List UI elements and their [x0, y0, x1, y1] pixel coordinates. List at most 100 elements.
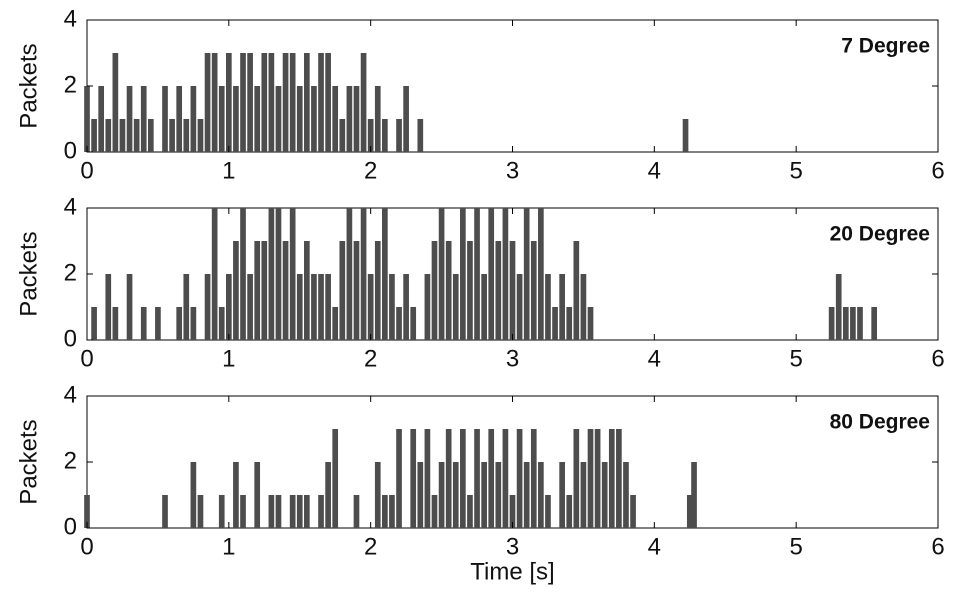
bar — [304, 241, 310, 340]
bar — [410, 429, 417, 528]
bar — [240, 208, 246, 340]
bar — [523, 462, 530, 528]
bar — [559, 274, 565, 340]
annotation: 7 Degree — [841, 35, 930, 58]
bar — [545, 495, 551, 528]
bar — [481, 274, 487, 340]
bar — [218, 495, 225, 528]
bar — [460, 208, 466, 340]
bar — [842, 307, 849, 340]
bar — [162, 495, 168, 528]
y-tick-label: 0 — [64, 513, 77, 540]
x-tick-label: 0 — [80, 345, 93, 372]
bar — [509, 495, 516, 528]
bar — [360, 53, 367, 152]
bar — [296, 495, 303, 528]
x-tick-label: 4 — [648, 533, 661, 560]
bar — [183, 119, 190, 152]
bar — [474, 429, 480, 528]
x-tick-label: 0 — [80, 157, 93, 184]
bar — [325, 462, 331, 528]
bar — [495, 462, 502, 528]
bar — [360, 208, 367, 340]
x-tick-label: 0 — [80, 533, 93, 560]
y-tick-label: 2 — [64, 71, 77, 98]
x-tick-label: 3 — [506, 533, 519, 560]
x-tick-label: 2 — [364, 345, 377, 372]
x-tick-label: 6 — [931, 533, 944, 560]
bar — [367, 274, 374, 340]
x-axis-label: Time [s] — [470, 558, 554, 585]
bar — [268, 53, 275, 152]
bar — [467, 241, 473, 340]
y-tick-label: 0 — [64, 137, 77, 164]
x-tick-label: 1 — [222, 345, 235, 372]
bar — [566, 307, 573, 340]
bar — [396, 119, 402, 152]
bar — [289, 53, 296, 152]
bar — [587, 429, 594, 528]
x-tick-label: 1 — [222, 533, 235, 560]
bar — [346, 86, 353, 152]
bar — [573, 429, 580, 528]
bar — [211, 53, 218, 152]
bar — [509, 241, 516, 340]
bar — [190, 307, 197, 340]
bar — [275, 495, 282, 528]
bar — [403, 274, 409, 340]
bar — [608, 429, 615, 528]
bar — [176, 86, 183, 152]
bar — [630, 495, 636, 528]
y-axis-label: Packets — [15, 231, 42, 316]
bar — [211, 208, 218, 340]
bar — [190, 462, 197, 528]
bar — [126, 274, 133, 340]
bar — [240, 53, 246, 152]
bar — [98, 86, 105, 152]
y-tick-label: 4 — [64, 193, 77, 220]
bar — [275, 86, 282, 152]
bar — [261, 241, 268, 340]
bar — [835, 274, 842, 340]
y-axis-label: Packets — [15, 419, 42, 504]
bar — [516, 274, 523, 340]
bar — [382, 208, 388, 340]
bar — [438, 462, 445, 528]
bar — [502, 208, 509, 340]
bar — [247, 274, 253, 340]
bar — [367, 119, 374, 152]
y-tick-label: 2 — [64, 259, 77, 286]
bar — [240, 495, 246, 528]
bar — [119, 119, 126, 152]
bar — [353, 241, 360, 340]
bar — [828, 307, 835, 340]
bar — [573, 241, 580, 340]
bar — [389, 495, 395, 528]
bar — [424, 429, 431, 528]
bar — [282, 241, 289, 340]
y-tick-label: 4 — [64, 5, 77, 32]
x-tick-label: 3 — [506, 157, 519, 184]
bar — [374, 462, 381, 528]
bar — [559, 462, 565, 528]
bar — [304, 495, 310, 528]
bar — [389, 274, 395, 340]
bar — [325, 53, 331, 152]
bar — [594, 429, 601, 528]
bar — [871, 307, 878, 340]
bar — [318, 274, 324, 340]
bar — [566, 495, 573, 528]
bar — [403, 86, 409, 152]
x-tick-label: 6 — [931, 345, 944, 372]
bar — [318, 53, 324, 152]
bar — [587, 307, 594, 340]
y-tick-label: 4 — [64, 381, 77, 408]
bar — [233, 241, 239, 340]
bar — [488, 429, 495, 528]
bar — [289, 495, 296, 528]
bar — [147, 119, 154, 152]
y-tick-label: 0 — [64, 325, 77, 352]
bar — [530, 241, 537, 340]
x-tick-label: 5 — [789, 157, 802, 184]
bar — [204, 274, 211, 340]
